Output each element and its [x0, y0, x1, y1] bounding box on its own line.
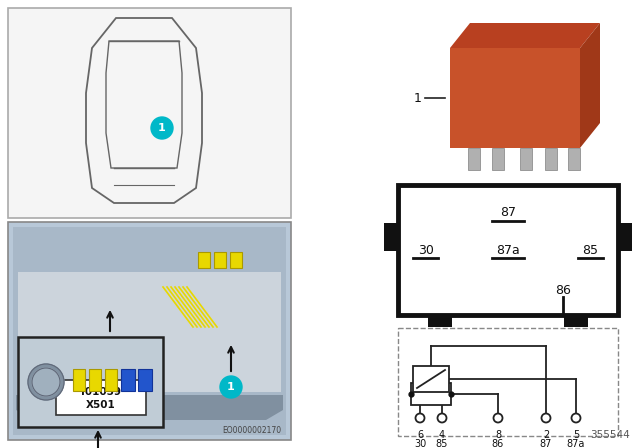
Text: I01059: I01059	[81, 387, 121, 397]
Text: 86: 86	[555, 284, 571, 297]
Text: 8: 8	[495, 430, 501, 440]
Polygon shape	[16, 395, 283, 420]
Text: 85: 85	[436, 439, 448, 448]
Text: X501: X501	[86, 400, 116, 410]
Circle shape	[541, 414, 550, 422]
Text: 85: 85	[582, 244, 598, 257]
Bar	[56, 380, 146, 415]
Circle shape	[32, 368, 60, 396]
Bar	[450, 48, 580, 148]
Text: 86: 86	[492, 439, 504, 448]
Bar	[568, 148, 580, 170]
Text: 355544: 355544	[590, 430, 630, 440]
Bar	[198, 252, 210, 268]
Circle shape	[493, 414, 502, 422]
Circle shape	[220, 376, 242, 398]
Text: 1: 1	[227, 382, 235, 392]
Text: 30: 30	[418, 244, 434, 257]
Bar	[214, 252, 226, 268]
Bar	[89, 369, 101, 391]
Circle shape	[415, 414, 424, 422]
Bar	[398, 185, 618, 315]
Polygon shape	[580, 23, 600, 148]
Text: 5: 5	[573, 430, 579, 440]
Text: 87: 87	[540, 439, 552, 448]
Circle shape	[151, 117, 173, 139]
Bar	[618, 223, 632, 251]
Text: 87: 87	[500, 207, 516, 220]
Circle shape	[438, 414, 447, 422]
Bar	[468, 148, 480, 170]
Circle shape	[28, 364, 64, 400]
Bar	[8, 222, 291, 440]
Bar	[138, 369, 152, 391]
Bar	[384, 223, 398, 251]
Text: 87a: 87a	[567, 439, 585, 448]
Bar	[398, 328, 618, 436]
Bar	[121, 369, 135, 391]
Bar	[520, 148, 532, 170]
Bar	[73, 369, 85, 391]
Bar	[18, 337, 163, 427]
Text: 1: 1	[158, 123, 166, 133]
Bar	[411, 383, 451, 405]
Polygon shape	[450, 23, 600, 48]
Bar	[8, 8, 291, 218]
Text: EO0000002170: EO0000002170	[222, 426, 281, 435]
Bar	[105, 369, 117, 391]
Text: 1: 1	[414, 91, 422, 104]
Bar	[492, 148, 504, 170]
Bar	[18, 272, 281, 392]
Text: 6: 6	[417, 430, 423, 440]
Text: 87a: 87a	[496, 244, 520, 257]
Bar	[13, 227, 286, 435]
Bar	[545, 148, 557, 170]
Bar	[413, 366, 449, 392]
Bar	[230, 252, 242, 268]
Text: 4: 4	[439, 430, 445, 440]
Text: 30: 30	[414, 439, 426, 448]
Bar	[564, 315, 588, 327]
Circle shape	[572, 414, 580, 422]
Bar	[428, 315, 452, 327]
Text: 2: 2	[543, 430, 549, 440]
